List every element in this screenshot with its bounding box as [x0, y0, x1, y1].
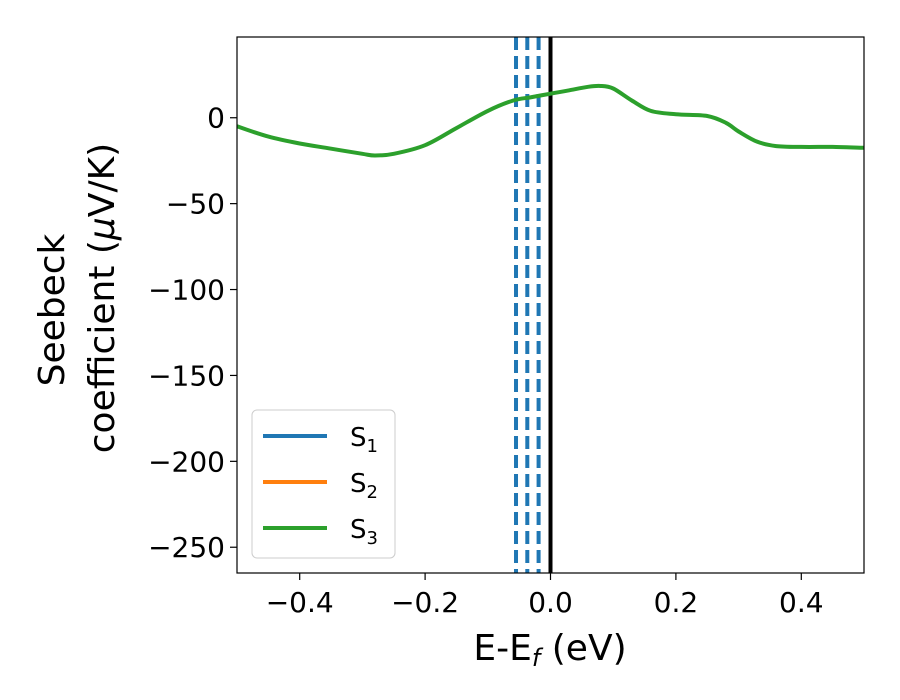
legend-label-2: S2: [350, 469, 378, 503]
y-tick-label: −200: [148, 445, 225, 478]
x-axis-label-suffix: (eV): [540, 628, 626, 669]
y-axis-label-mu: μ: [82, 217, 123, 241]
legend: S1 S2 S3: [251, 409, 396, 559]
y-axis-label-line2: coefficient (μV/K): [82, 143, 123, 453]
x-tick-label: −0.4: [266, 586, 334, 619]
y-tick-label: 0: [207, 102, 225, 135]
y-axis-label-prefix: coefficient (: [82, 240, 123, 453]
y-tick-label: −250: [148, 531, 225, 564]
x-tick-label: 0.2: [654, 586, 699, 619]
y-tick-label: −100: [148, 274, 225, 307]
x-axis: −0.4 −0.2 0.0 0.2 0.4: [266, 573, 824, 619]
y-tick-label: −150: [148, 359, 225, 392]
legend-label-3: S3: [350, 515, 378, 549]
x-axis-label: E-Ef (eV): [473, 628, 626, 672]
y-axis-label: Seebeck coefficient (μV/K): [32, 143, 123, 453]
y-axis-label-suffix: V/K): [82, 143, 123, 217]
y-axis: 0 −50 −100 −150 −200 −250: [148, 102, 237, 564]
y-axis-label-line1: Seebeck: [32, 233, 73, 386]
legend-label-1: S1: [350, 423, 378, 457]
x-tick-label: 0.0: [528, 586, 573, 619]
x-tick-label: −0.2: [391, 586, 459, 619]
seebeck-curve: [237, 83, 864, 158]
x-axis-label-base: E-E: [473, 628, 531, 669]
y-tick-label: −50: [166, 188, 225, 221]
x-tick-label: 0.4: [779, 586, 824, 619]
